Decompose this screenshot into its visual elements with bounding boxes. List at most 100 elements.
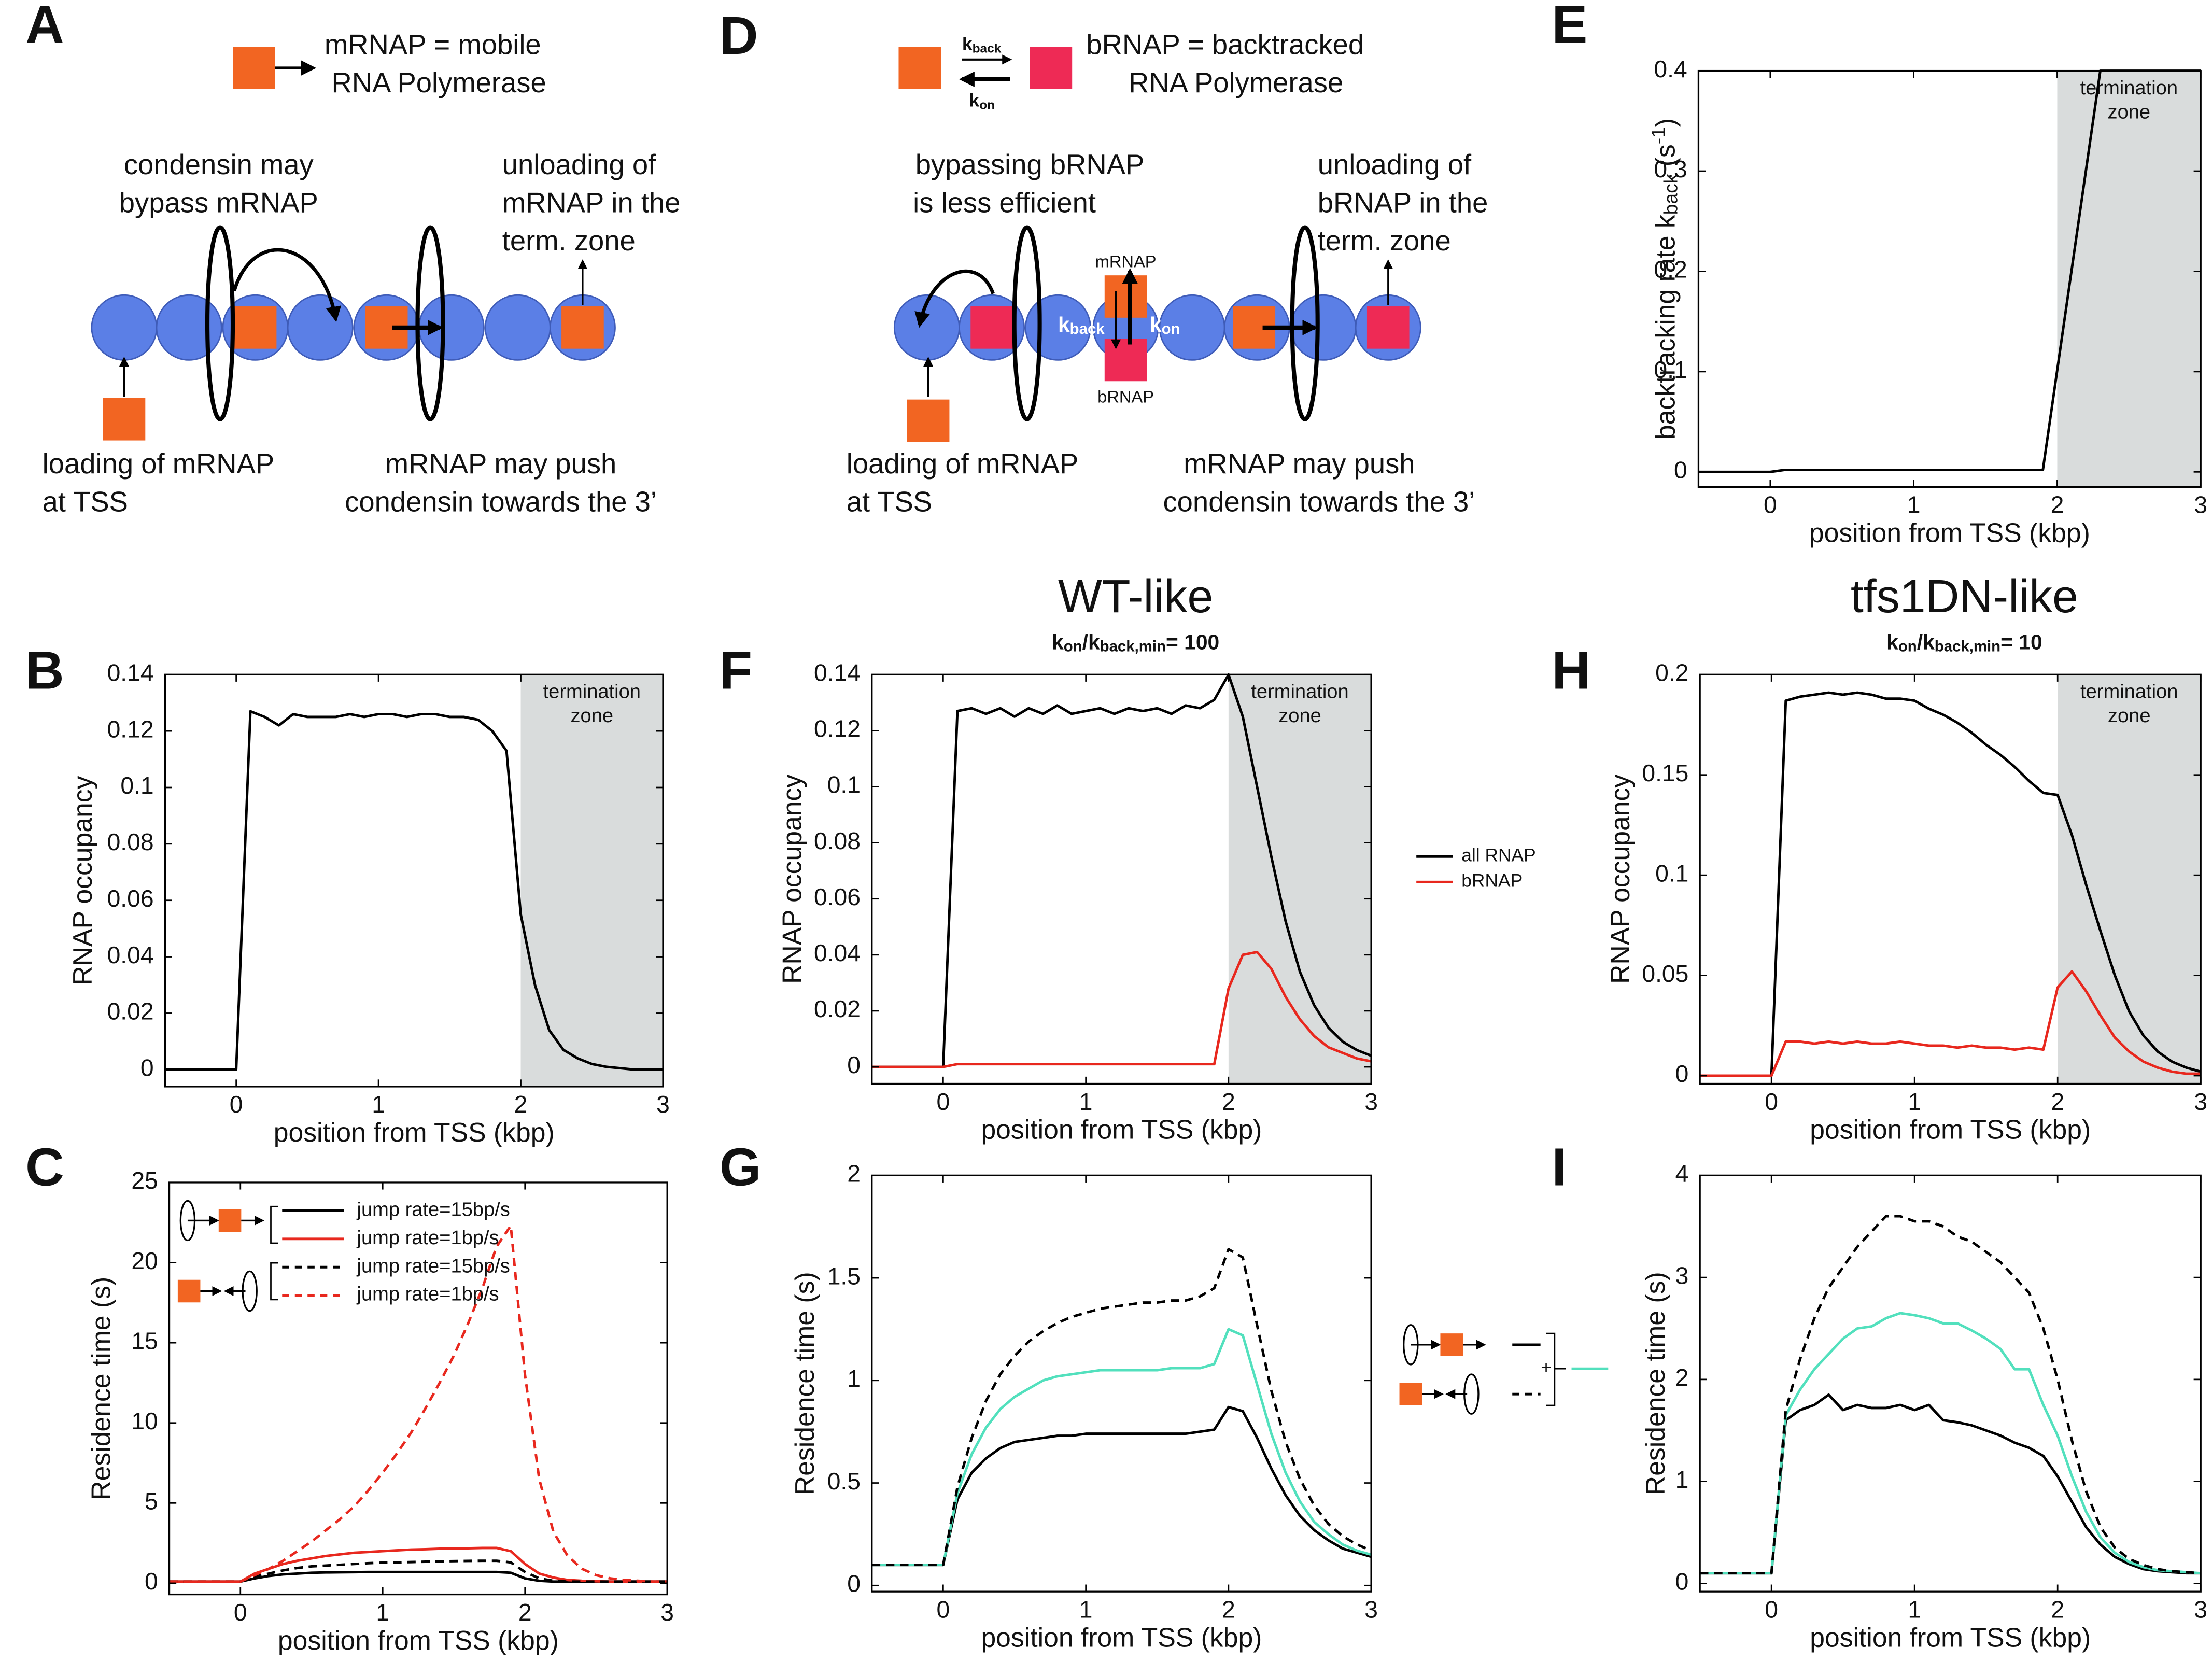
x-tick-label: 1 <box>1908 1088 1921 1115</box>
y-tick-label: 0 <box>1675 1060 1689 1087</box>
y-axis-label-part: -1 <box>1647 127 1669 144</box>
x-tick-label: 0 <box>1765 1596 1778 1623</box>
y-tick-label: 0 <box>140 1054 154 1081</box>
panel-letter: D <box>720 5 758 65</box>
zone-label: termination <box>1251 681 1348 703</box>
y-tick-label: 0.14 <box>107 659 154 686</box>
y-tick-label: 0.12 <box>814 715 861 742</box>
termination-zone <box>1228 674 1372 1084</box>
y-tick-label: 4 <box>1675 1160 1689 1187</box>
rate-subscript: back <box>973 41 1002 55</box>
x-tick-label: 3 <box>660 1599 674 1626</box>
data-line <box>1700 1393 2201 1575</box>
y-tick-label: 0 <box>145 1568 158 1595</box>
inner-rate-label: kon <box>1150 313 1180 337</box>
push-label: condensin towards the 3’ <box>1163 486 1475 517</box>
y-tick-label: 0.12 <box>107 715 154 742</box>
y-tick-label: 1 <box>847 1365 861 1392</box>
y-tick-label: 0.4 <box>1654 55 1687 82</box>
axes-box <box>1699 673 2202 1085</box>
data-line <box>169 1559 668 1583</box>
rate-label: kback <box>962 34 1002 55</box>
y-tick-label: 0 <box>1674 457 1687 484</box>
chart-subtitle-part: = 100 <box>1166 630 1219 654</box>
bypass-label: condensin may <box>124 149 314 180</box>
push-label: mRNAP may push <box>1184 448 1415 480</box>
y-tick-label: 1.5 <box>827 1262 861 1289</box>
bypass-label: bypass mRNAP <box>119 187 318 218</box>
legend-label: jump rate=15bp/s <box>356 1199 510 1220</box>
y-tick-label: 3 <box>1675 1262 1689 1289</box>
y-tick-label: 0.05 <box>1642 960 1688 987</box>
x-tick-label: 3 <box>1364 1596 1378 1623</box>
x-tick-label: 2 <box>2051 1088 2064 1115</box>
key-label: mRNAP = mobile <box>325 29 541 61</box>
chart-title: tfs1DN-like <box>1851 571 2078 623</box>
rate-symbol: k <box>969 91 980 111</box>
bypass-arrow <box>914 270 995 328</box>
legend-bracket <box>1546 1332 1556 1406</box>
x-tick-label: 2 <box>514 1091 528 1118</box>
y-axis-label-part: back <box>1660 174 1682 215</box>
y-tick-label: 2 <box>847 1160 861 1187</box>
y-axis-label-part: ) <box>1650 118 1680 127</box>
polymerase-icon <box>103 398 146 441</box>
x-tick-label: 1 <box>1079 1596 1093 1623</box>
diagram-a-text: mRNAP = mobile RNA Polymerase condensin … <box>43 29 681 518</box>
axes-box <box>871 1174 1372 1593</box>
polymerase-icon <box>233 47 275 89</box>
legend-label: jump rate=1bp/s <box>356 1227 499 1249</box>
x-tick-label: 1 <box>1907 491 1921 518</box>
data-line <box>1700 691 2201 1077</box>
x-tick-label: 0 <box>1765 1088 1778 1115</box>
inner-rate-label: kback <box>1058 313 1105 337</box>
x-tick-label: 0 <box>937 1088 950 1115</box>
chart-subtitle: kon/kback,min= 100 <box>1052 630 1219 655</box>
panel-letter: C <box>25 1137 64 1197</box>
data-line <box>871 673 1372 1068</box>
bypass-arrow <box>232 248 342 322</box>
x-tick-label: 0 <box>937 1596 950 1623</box>
panel-letter: B <box>25 640 64 700</box>
y-axis-label: Residence time (s) <box>1640 1272 1670 1495</box>
x-tick-label: 2 <box>1222 1088 1235 1115</box>
y-tick-label: 1 <box>1675 1466 1689 1493</box>
x-tick-label: 3 <box>2194 491 2207 518</box>
rate-subscript: on <box>979 98 995 112</box>
y-tick-label: 0.1 <box>1655 860 1688 886</box>
load-label: loading of mRNAP <box>43 448 275 480</box>
zone-label: zone <box>2108 101 2151 123</box>
panel-letter: G <box>720 1137 761 1197</box>
x-axis-label: position from TSS (kbp) <box>981 1115 1262 1145</box>
y-axis-label-part: backtracking rate k <box>1650 215 1680 440</box>
x-tick-label: 1 <box>372 1091 385 1118</box>
chart-subtitle-part: back,min <box>1100 638 1166 655</box>
axes-box <box>164 673 664 1088</box>
y-tick-label: 0.06 <box>107 885 154 912</box>
condensin-ring <box>242 1270 258 1312</box>
polymerase-icon <box>218 1209 242 1232</box>
unload-label: bRNAP in the <box>1318 187 1488 218</box>
y-tick-label: 0.2 <box>1654 256 1687 283</box>
y-tick-label: 0.1 <box>827 771 861 798</box>
x-tick-label: 3 <box>1364 1088 1378 1115</box>
x-axis-label: position from TSS (kbp) <box>278 1625 559 1655</box>
x-tick-label: 3 <box>656 1091 670 1118</box>
y-tick-label: 0.1 <box>1654 356 1687 383</box>
rate-label: kon <box>969 91 995 112</box>
x-tick-label: 2 <box>2051 491 2064 518</box>
y-tick-label: 0.08 <box>107 828 154 855</box>
panel-letter: H <box>1552 640 1590 700</box>
panel-letter: F <box>720 640 752 700</box>
legend-label: jump rate=15bp/s <box>356 1255 510 1277</box>
dna-bead <box>1025 294 1091 361</box>
data-line <box>871 1405 1372 1567</box>
x-axis-label: position from TSS (kbp) <box>981 1622 1262 1652</box>
y-tick-label: 10 <box>131 1407 158 1434</box>
push-label: condensin towards the 3’ <box>345 486 657 517</box>
y-tick-label: 2 <box>1675 1364 1689 1391</box>
dna-bead <box>484 294 551 361</box>
panel-letter: I <box>1552 1137 1567 1197</box>
axes-box <box>1697 69 2202 488</box>
